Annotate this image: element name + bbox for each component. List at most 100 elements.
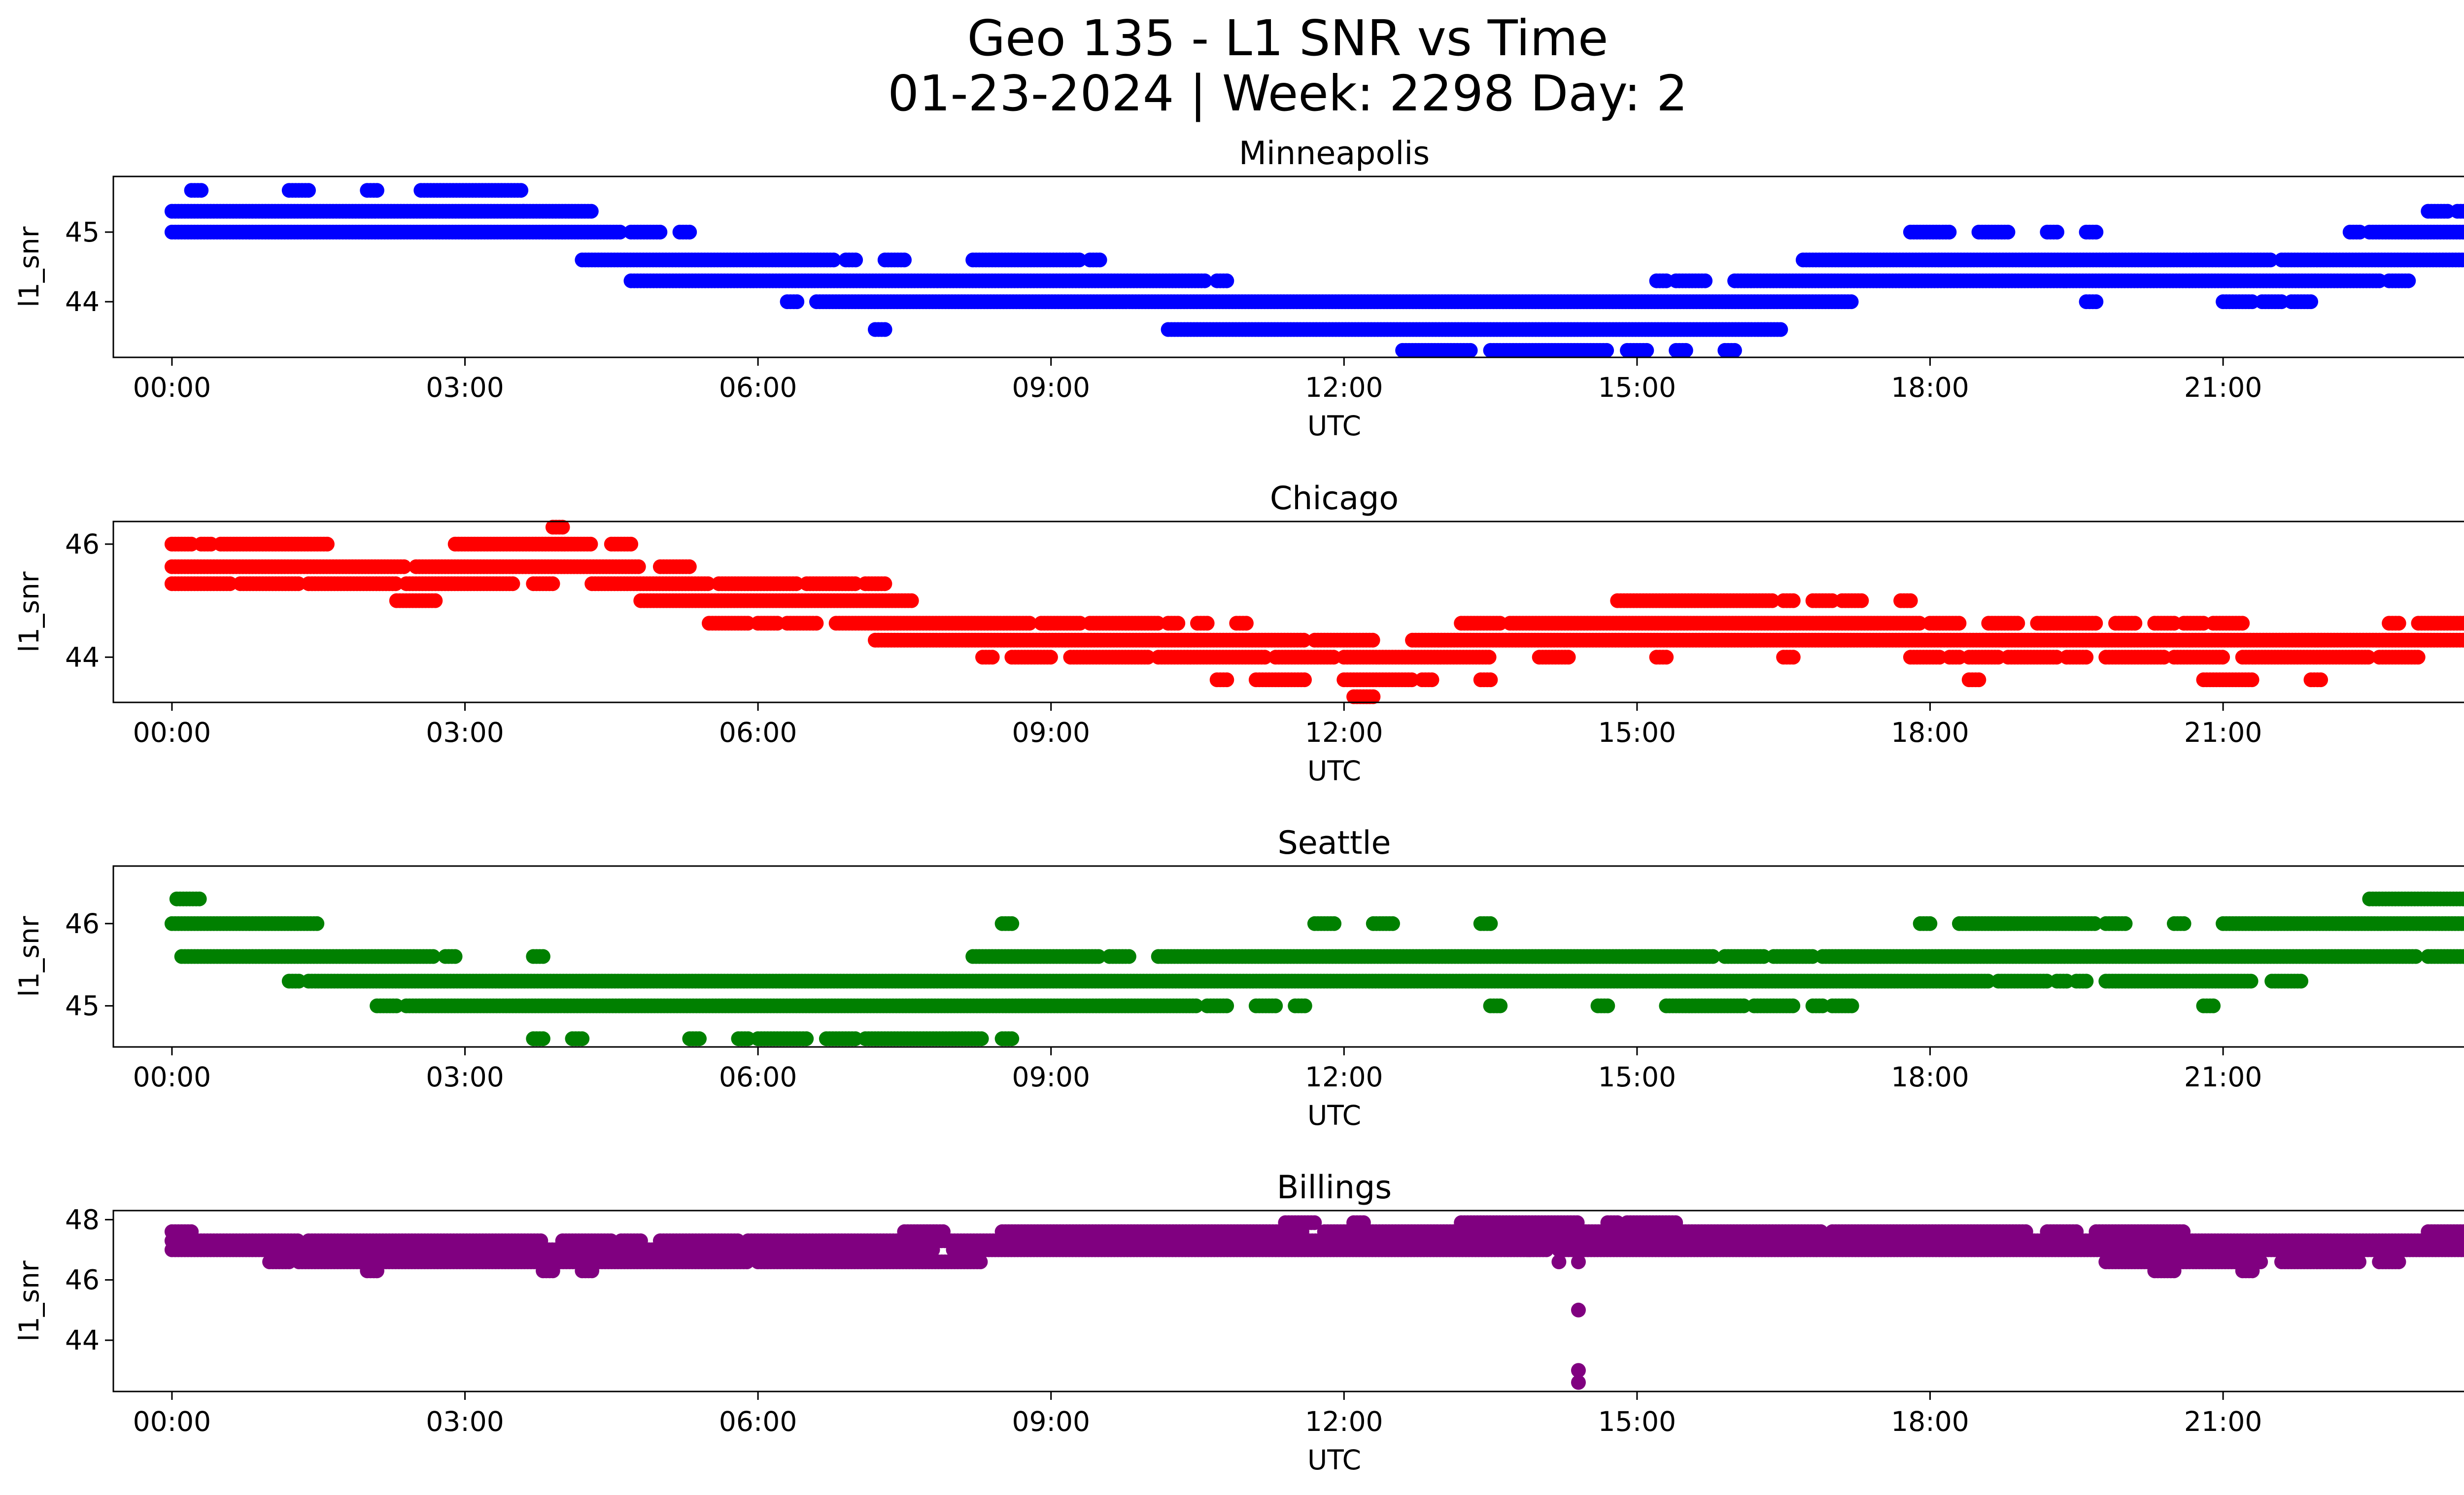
data-point <box>1951 616 1967 631</box>
data-point <box>2176 916 2191 931</box>
data-point <box>631 559 646 574</box>
scatter-points <box>164 183 2464 358</box>
x-tick-label: 06:00 <box>719 717 797 748</box>
subplot-title: Minneapolis <box>1239 135 1430 172</box>
y-axis-label: l1_snr <box>13 571 45 652</box>
y-axis-label: l1_snr <box>13 916 45 997</box>
x-tick-label: 09:00 <box>1012 717 1090 748</box>
y-tick-label: 46 <box>65 528 100 560</box>
data-point <box>2401 273 2416 288</box>
data-point <box>1424 672 1439 688</box>
y-tick-label: 44 <box>65 641 100 673</box>
data-point <box>2000 224 2016 240</box>
x-axis-label: UTC <box>1307 755 1361 787</box>
data-point <box>2088 294 2104 310</box>
y-tick-label: 44 <box>65 286 100 317</box>
x-tick-label: 18:00 <box>1891 717 1969 748</box>
data-point <box>301 183 316 198</box>
data-point <box>369 183 384 198</box>
data-point <box>1727 343 1742 358</box>
data-point <box>682 559 697 574</box>
data-point <box>809 616 824 631</box>
data-point <box>2235 616 2250 631</box>
data-point <box>1072 252 1087 268</box>
figure-title-line1: Geo 135 - L1 SNR vs Time <box>967 9 1608 67</box>
data-point <box>2118 916 2133 931</box>
data-point <box>682 224 697 240</box>
data-point <box>1785 650 1801 665</box>
subplot-seattle: Seattle UTC l1_snr 00:00 03:00 06:00 09:00 1… <box>13 825 2464 1131</box>
data-point <box>1121 949 1136 964</box>
data-point <box>2088 224 2104 240</box>
data-point <box>1659 650 1674 665</box>
scatter-points <box>164 520 2464 704</box>
data-point <box>1481 650 1497 665</box>
scatter-points <box>164 891 2464 1046</box>
figure-title-line2: 01-23-2024 | Week: 2298 Day: 2 <box>888 65 1687 122</box>
data-point <box>1092 252 1107 268</box>
data-point <box>1219 672 1234 688</box>
data-point <box>2215 650 2230 665</box>
data-point <box>1463 343 1478 358</box>
data-point <box>826 252 841 268</box>
data-point <box>447 949 463 964</box>
data-point <box>848 252 863 268</box>
data-point <box>583 204 599 219</box>
data-point <box>2079 650 2094 665</box>
data-point <box>1197 273 1212 288</box>
x-tick-label: 12:00 <box>1305 372 1383 403</box>
subplot-title: Chicago <box>1270 480 1399 517</box>
data-point <box>623 536 639 552</box>
data-point <box>535 949 550 964</box>
data-point <box>2313 672 2328 688</box>
data-point <box>877 576 892 591</box>
data-point <box>1971 672 1986 688</box>
data-point <box>1483 916 1498 931</box>
x-tick-label: 18:00 <box>1891 372 1969 403</box>
data-point <box>1698 273 1713 288</box>
data-point <box>505 576 520 591</box>
data-point <box>1043 650 1058 665</box>
subplot-chicago: Chicago UTC l1_snr 00:00 03:00 06:00 09:00 1… <box>13 480 2464 787</box>
x-tick-label: 00:00 <box>133 717 211 748</box>
subplot-minneapolis: Minneapolis UTC l1_snr 00:00 03:00 06:00 09… <box>13 135 2464 442</box>
data-point <box>2088 616 2103 631</box>
y-tick-label: 45 <box>65 216 100 248</box>
data-point <box>1922 916 1938 931</box>
data-point <box>1385 916 1400 931</box>
data-point <box>583 536 598 552</box>
data-point <box>2010 616 2025 631</box>
x-tick-label: 09:00 <box>1012 372 1090 403</box>
data-point <box>319 536 335 552</box>
data-point <box>1327 916 1342 931</box>
data-point <box>2303 294 2319 310</box>
data-point <box>2458 252 2464 268</box>
data-point <box>2244 672 2259 688</box>
data-point <box>1854 593 1869 608</box>
data-point <box>1238 616 1254 631</box>
data-point <box>877 322 892 337</box>
data-point <box>897 252 912 268</box>
data-point <box>1004 916 1020 931</box>
data-point <box>1199 616 1215 631</box>
data-point <box>1599 343 1614 358</box>
data-point <box>2127 616 2143 631</box>
x-tick-label: 03:00 <box>426 372 504 403</box>
data-point <box>1678 343 1693 358</box>
y-axis-label: l1_snr <box>13 226 45 307</box>
x-tick-label: 15:00 <box>1598 372 1677 403</box>
data-point <box>194 183 209 198</box>
x-tick-label: 21:00 <box>2184 372 2262 403</box>
data-point <box>789 294 805 310</box>
data-point <box>428 593 443 608</box>
x-tick-label: 15:00 <box>1598 717 1677 748</box>
data-point <box>1170 616 1186 631</box>
x-tick-label: 03:00 <box>426 717 504 748</box>
data-point <box>2050 224 2064 240</box>
data-point <box>1365 632 1380 648</box>
x-axis-label: UTC <box>1307 1100 1361 1131</box>
data-point <box>1942 224 1957 240</box>
data-point <box>192 891 207 906</box>
data-point <box>985 650 1000 665</box>
